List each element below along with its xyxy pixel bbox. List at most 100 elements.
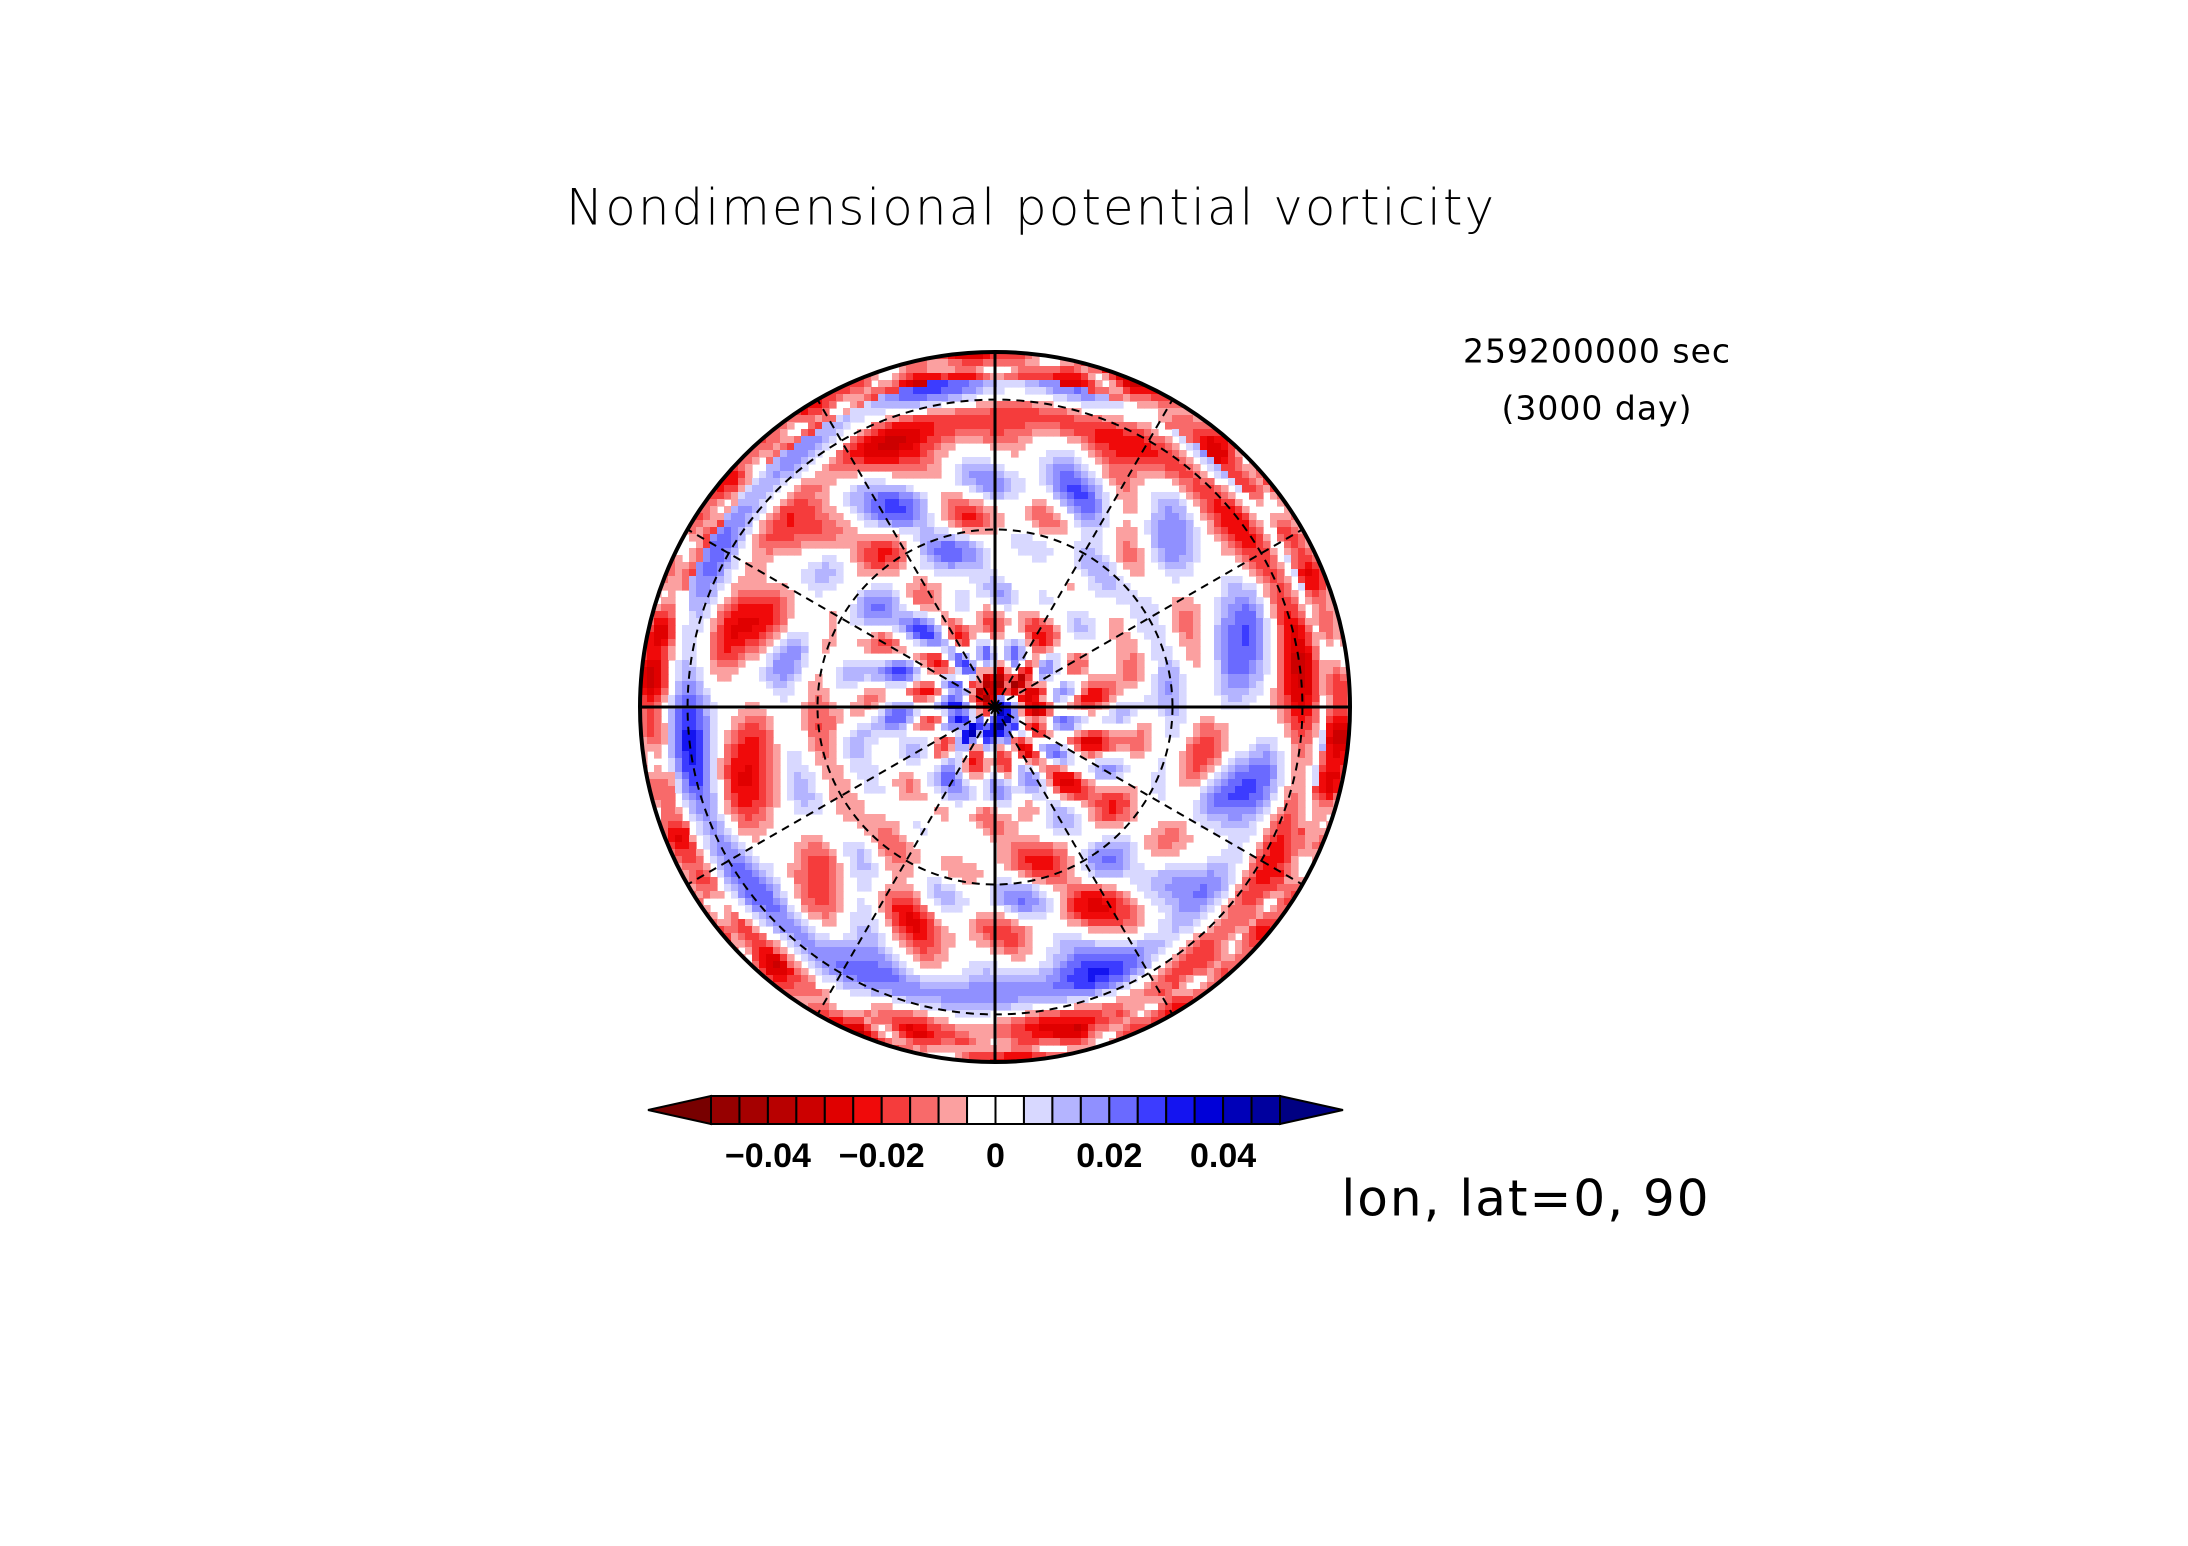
- field-cell: [1340, 716, 1348, 724]
- field-cell: [1102, 758, 1110, 766]
- field-cell: [1249, 772, 1257, 780]
- field-cell: [1193, 604, 1201, 612]
- field-cell: [752, 884, 760, 892]
- field-cell: [675, 765, 683, 773]
- field-cell: [1130, 856, 1138, 864]
- field-cell: [738, 485, 746, 493]
- field-cell: [1053, 842, 1061, 850]
- field-cell: [1319, 611, 1327, 619]
- field-cell: [1046, 842, 1054, 850]
- field-cell: [913, 527, 921, 535]
- field-cell: [738, 737, 746, 745]
- field-cell: [1312, 849, 1320, 857]
- field-cell: [1109, 849, 1117, 857]
- field-cell: [885, 632, 893, 640]
- field-cell: [997, 415, 1005, 423]
- field-cell: [1130, 660, 1138, 668]
- field-cell: [955, 786, 963, 794]
- field-cell: [1249, 513, 1257, 521]
- field-cell: [1221, 856, 1229, 864]
- field-cell: [1207, 450, 1215, 458]
- field-cell: [738, 646, 746, 654]
- field-cell: [1277, 849, 1285, 857]
- field-cell: [1102, 884, 1110, 892]
- field-cell: [815, 877, 823, 885]
- field-cell: [1004, 863, 1012, 871]
- field-cell: [752, 541, 760, 549]
- field-cell: [766, 772, 774, 780]
- field-cell: [1151, 772, 1159, 780]
- field-cell: [1200, 800, 1208, 808]
- field-cell: [1326, 786, 1334, 794]
- field-cell: [1263, 751, 1271, 759]
- field-cell: [829, 877, 837, 885]
- field-cell: [1116, 912, 1124, 920]
- field-cell: [850, 450, 858, 458]
- field-cell: [948, 548, 956, 556]
- field-cell: [913, 520, 921, 528]
- field-cell: [773, 674, 781, 682]
- field-cell: [955, 737, 963, 745]
- field-cell: [1193, 751, 1201, 759]
- field-cell: [696, 730, 704, 738]
- field-cell: [1060, 842, 1068, 850]
- field-cell: [1123, 709, 1131, 717]
- field-cell: [1249, 583, 1257, 591]
- field-cell: [1109, 716, 1117, 724]
- field-cell: [1158, 828, 1166, 836]
- field-cell: [675, 674, 683, 682]
- field-cell: [1270, 513, 1278, 521]
- field-cell: [899, 527, 907, 535]
- field-cell: [808, 485, 816, 493]
- field-cell: [766, 681, 774, 689]
- field-cell: [822, 555, 830, 563]
- field-cell: [857, 534, 865, 542]
- field-cell: [955, 716, 963, 724]
- field-cell: [731, 471, 739, 479]
- field-cell: [941, 548, 949, 556]
- field-cell: [948, 758, 956, 766]
- field-cell: [1123, 653, 1131, 661]
- field-cell: [1116, 730, 1124, 738]
- field-cell: [1165, 877, 1173, 885]
- field-cell: [885, 723, 893, 731]
- field-cell: [1060, 457, 1068, 465]
- field-cell: [1221, 471, 1229, 479]
- field-cell: [794, 793, 802, 801]
- field-cell: [682, 856, 690, 864]
- field-cell: [1235, 800, 1243, 808]
- field-cell: [934, 660, 942, 668]
- field-cell: [920, 401, 928, 409]
- field-cell: [773, 548, 781, 556]
- field-cell: [927, 394, 935, 402]
- field-cell: [1319, 660, 1327, 668]
- field-cell: [1046, 646, 1054, 654]
- field-cell: [1039, 597, 1047, 605]
- field-cell: [773, 415, 781, 423]
- field-cell: [1172, 821, 1180, 829]
- field-cell: [710, 590, 718, 598]
- field-cell: [787, 464, 795, 472]
- field-cell: [752, 744, 760, 752]
- field-cell: [976, 352, 984, 360]
- field-cell: [682, 786, 690, 794]
- field-cell: [983, 646, 991, 654]
- field-cell: [1298, 793, 1306, 801]
- field-cell: [1270, 688, 1278, 696]
- field-cell: [1228, 849, 1236, 857]
- field-cell: [871, 583, 879, 591]
- field-cell: [850, 863, 858, 871]
- field-cell: [955, 800, 963, 808]
- field-cell: [668, 618, 676, 626]
- field-cell: [710, 912, 718, 920]
- field-cell: [1046, 667, 1054, 675]
- field-cell: [1123, 807, 1131, 815]
- field-cell: [920, 506, 928, 514]
- field-cell: [983, 709, 991, 717]
- field-cell: [759, 786, 767, 794]
- field-cell: [1116, 814, 1124, 822]
- field-cell: [1018, 366, 1026, 374]
- field-cell: [1123, 765, 1131, 773]
- field-cell: [850, 387, 858, 395]
- field-cell: [752, 457, 760, 465]
